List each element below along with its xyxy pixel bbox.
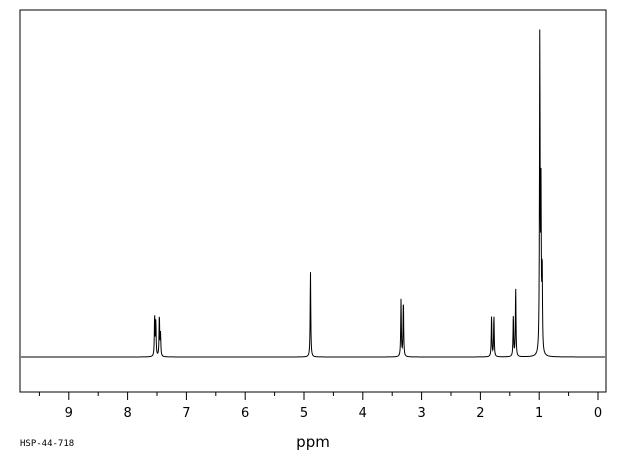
x-tick-label: 3: [417, 406, 425, 421]
spectrum-id-label: HSP-44-718: [20, 439, 74, 449]
x-tick-label: 2: [476, 406, 484, 421]
x-tick-label: 5: [300, 406, 308, 421]
plot-frame: [19, 9, 607, 393]
x-tick-label: 9: [65, 406, 73, 421]
x-tick-label: 4: [359, 406, 367, 421]
spectrum-trace: [21, 29, 605, 358]
x-tick-label: 8: [123, 406, 131, 421]
x-axis-tick-labels: 9 8 7 6 5 4 3 2 1 0: [65, 406, 602, 421]
x-tick-label: 6: [241, 406, 249, 421]
x-tick-label: 7: [182, 406, 190, 421]
x-axis-title: ppm: [296, 433, 330, 451]
x-tick-label: 1: [535, 406, 543, 421]
x-axis-major-ticks: [68, 392, 599, 400]
x-tick-label: 0: [594, 406, 602, 421]
x-axis-minor-ticks: [38, 392, 570, 396]
